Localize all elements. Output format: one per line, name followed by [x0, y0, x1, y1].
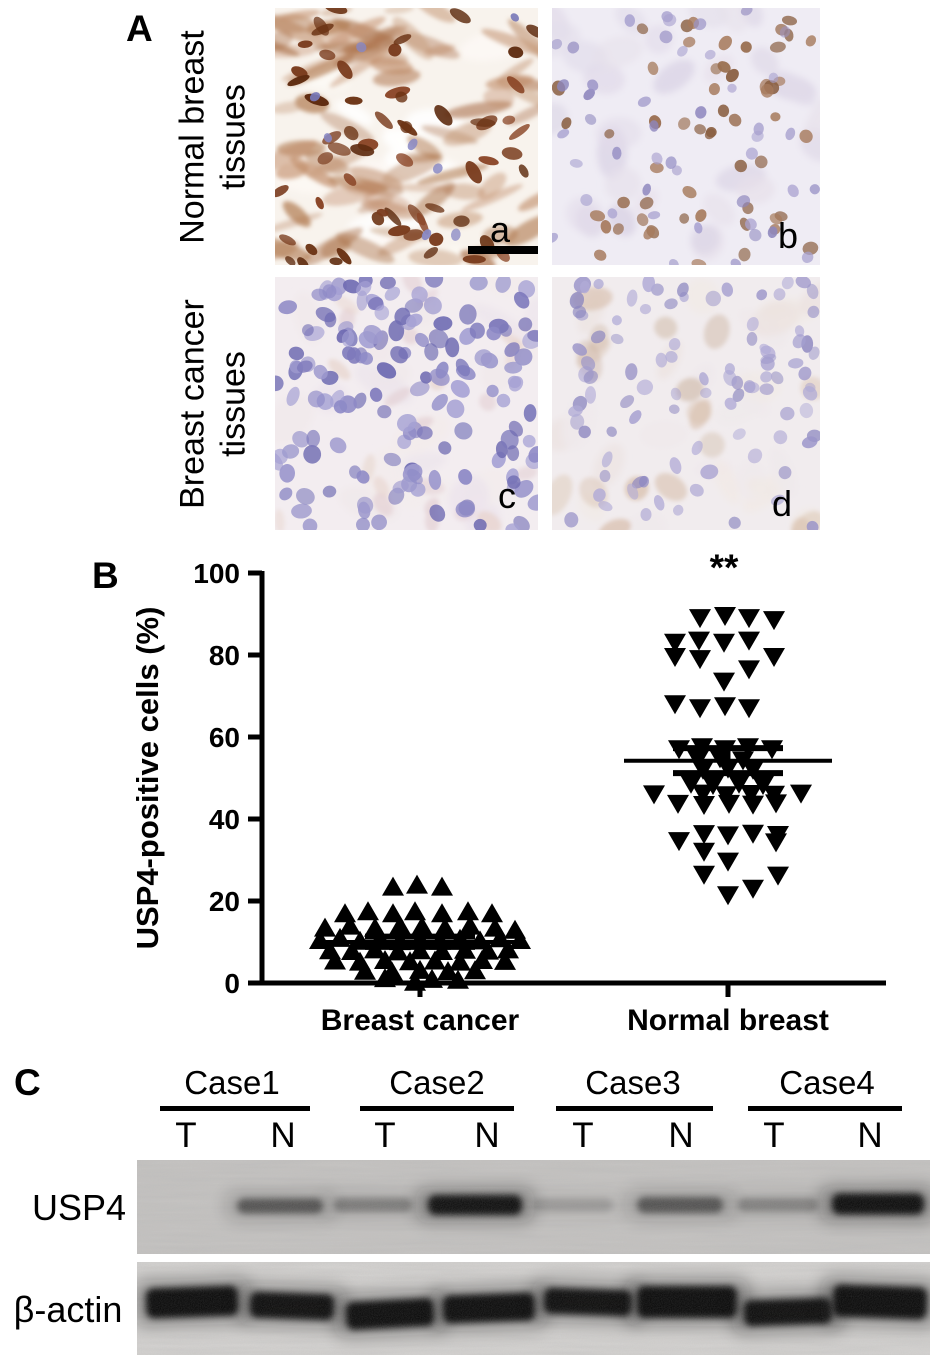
case4-label: Case4	[779, 1064, 875, 1101]
ihc-image-a	[275, 8, 538, 265]
beta-actin-blot-label: β-actin	[13, 1289, 123, 1330]
case4-lane-t: T	[763, 1116, 785, 1155]
svg-text:0: 0	[224, 968, 240, 999]
svg-text:Normal breast: Normal breast	[627, 1004, 829, 1037]
panel-b-label: B	[92, 555, 119, 596]
case1-underline	[160, 1106, 310, 1111]
ihc-image-d	[552, 277, 820, 530]
case2-lane-t: T	[374, 1116, 396, 1155]
case1-lane-n: N	[270, 1116, 296, 1155]
image-letter-c: c	[498, 475, 516, 516]
svg-text:20: 20	[209, 886, 240, 917]
case2-label: Case2	[389, 1064, 485, 1101]
svg-text:USP4-positive cells (%): USP4-positive cells (%)	[130, 607, 165, 950]
case2-lane-n: N	[474, 1116, 500, 1155]
usp4-blot-label: USP4	[31, 1187, 127, 1228]
row-label-line1: Normal breast	[173, 29, 212, 244]
case3-underline	[556, 1106, 713, 1111]
row-label-normal-breast-tissues: Normal breast tissues	[168, 8, 260, 265]
image-letter-a: a	[490, 209, 511, 250]
case3-label: Case3	[585, 1064, 681, 1101]
case2-underline	[360, 1106, 514, 1111]
svg-text:**: **	[710, 547, 739, 588]
ihc-image-c	[275, 277, 538, 530]
ihc-image-b	[552, 8, 820, 265]
usp4-western-blot	[137, 1160, 930, 1254]
scatter-chart: 0 20 40 60 80 100 Breast cancer Normal breast US…	[130, 547, 886, 1037]
beta-actin-western-blot	[137, 1262, 930, 1355]
svg-text:100: 100	[193, 558, 240, 589]
panel-a-label: A	[126, 8, 153, 49]
row-label-line2: tissues	[215, 350, 253, 457]
scale-bar	[468, 246, 538, 254]
case1-label: Case1	[184, 1064, 280, 1101]
svg-text:80: 80	[209, 640, 240, 671]
case4-underline	[748, 1106, 902, 1111]
case3-lane-t: T	[572, 1116, 594, 1155]
svg-text:Breast cancer: Breast cancer	[321, 1004, 520, 1037]
svg-text:60: 60	[209, 722, 240, 753]
image-letter-d: d	[772, 483, 793, 524]
case4-lane-n: N	[857, 1116, 883, 1155]
row-label-line2: tissues	[215, 83, 253, 190]
case1-lane-t: T	[175, 1116, 197, 1155]
case3-lane-n: N	[668, 1116, 694, 1155]
row-label-breast-cancer-tissues: Breast cancer tissues	[168, 277, 260, 530]
row-label-line1: Breast cancer	[173, 298, 212, 509]
svg-text:40: 40	[209, 804, 240, 835]
panel-c-label: C	[14, 1062, 41, 1103]
image-letter-b: b	[778, 215, 799, 256]
